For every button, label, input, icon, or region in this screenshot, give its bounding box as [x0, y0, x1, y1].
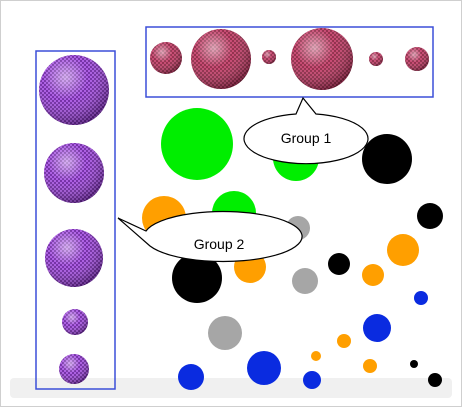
- green-dot: [161, 108, 233, 180]
- blue-dot: [247, 351, 281, 385]
- blue-dot: [178, 364, 204, 390]
- callout-group-1-bubble: [243, 96, 369, 165]
- callout-group-1: Group 1: [243, 96, 369, 165]
- orange-dot: [311, 351, 321, 361]
- gray-dot: [292, 268, 318, 294]
- black-dot: [417, 203, 443, 229]
- black-dot: [362, 134, 412, 184]
- black-dot: [328, 253, 350, 275]
- blue-dot: [414, 291, 428, 305]
- blue-dot: [363, 314, 391, 342]
- gray-dot: [208, 316, 242, 350]
- group-1-spheres: [150, 28, 429, 90]
- group-2-box: [35, 50, 116, 390]
- watermark-band: [10, 378, 452, 398]
- callout-group-2-label: Group 2: [194, 236, 245, 252]
- black-dot: [410, 360, 418, 368]
- blue-dot: [303, 371, 321, 389]
- group-1: [145, 26, 434, 98]
- orange-dot: [337, 334, 351, 348]
- orange-dot: [362, 264, 384, 286]
- black-dot: [172, 253, 222, 303]
- group-2-spheres: [39, 55, 109, 384]
- black-dot: [428, 373, 442, 387]
- callout-group-2: Group 2: [117, 210, 303, 263]
- ungrouped-dots: [142, 108, 443, 390]
- orange-dot: [387, 234, 419, 266]
- callout-group-1-label: Group 1: [281, 130, 332, 146]
- callout-group-2-bubble: [117, 210, 303, 263]
- group-1-box: [145, 26, 434, 98]
- orange-dot: [363, 359, 377, 373]
- group-2: [35, 50, 116, 390]
